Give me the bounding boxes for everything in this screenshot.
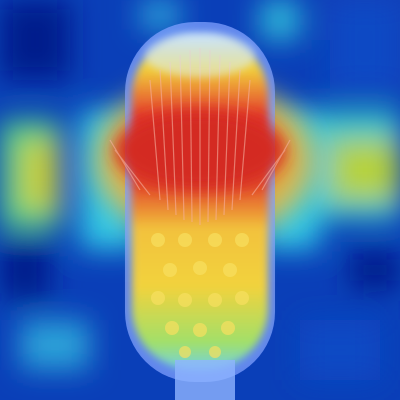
bristle-tufts [151,233,249,358]
bristles [109,48,291,225]
background-blotches [0,0,400,380]
top-cap [145,33,255,77]
